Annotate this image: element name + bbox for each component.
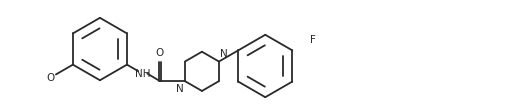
Text: N: N: [176, 84, 184, 94]
Text: O: O: [156, 48, 164, 58]
Text: O: O: [46, 73, 54, 83]
Text: F: F: [310, 35, 316, 45]
Text: N: N: [220, 49, 228, 59]
Text: NH: NH: [135, 69, 150, 79]
